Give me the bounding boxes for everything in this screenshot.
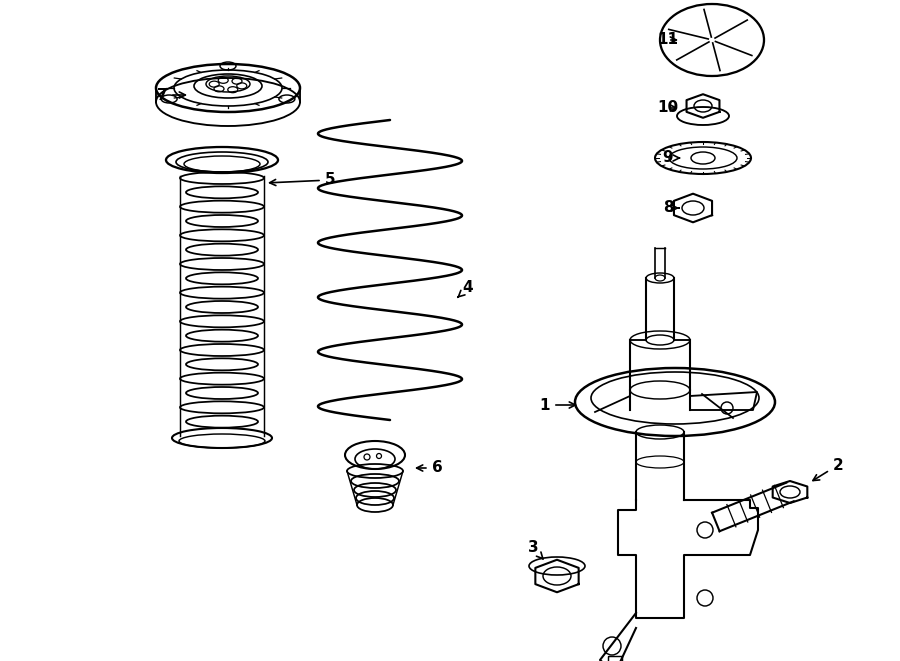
Text: 11: 11 (658, 32, 679, 48)
Text: 5: 5 (270, 173, 336, 188)
Text: 1: 1 (540, 397, 575, 412)
Text: 7: 7 (157, 87, 185, 102)
Text: 6: 6 (417, 461, 443, 475)
Bar (608, 656, 622, 661)
Text: 4: 4 (458, 280, 473, 297)
Text: 3: 3 (527, 541, 544, 559)
Text: 8: 8 (662, 200, 679, 215)
Text: 9: 9 (662, 151, 680, 165)
Text: 2: 2 (813, 457, 843, 481)
Text: 10: 10 (657, 100, 679, 116)
